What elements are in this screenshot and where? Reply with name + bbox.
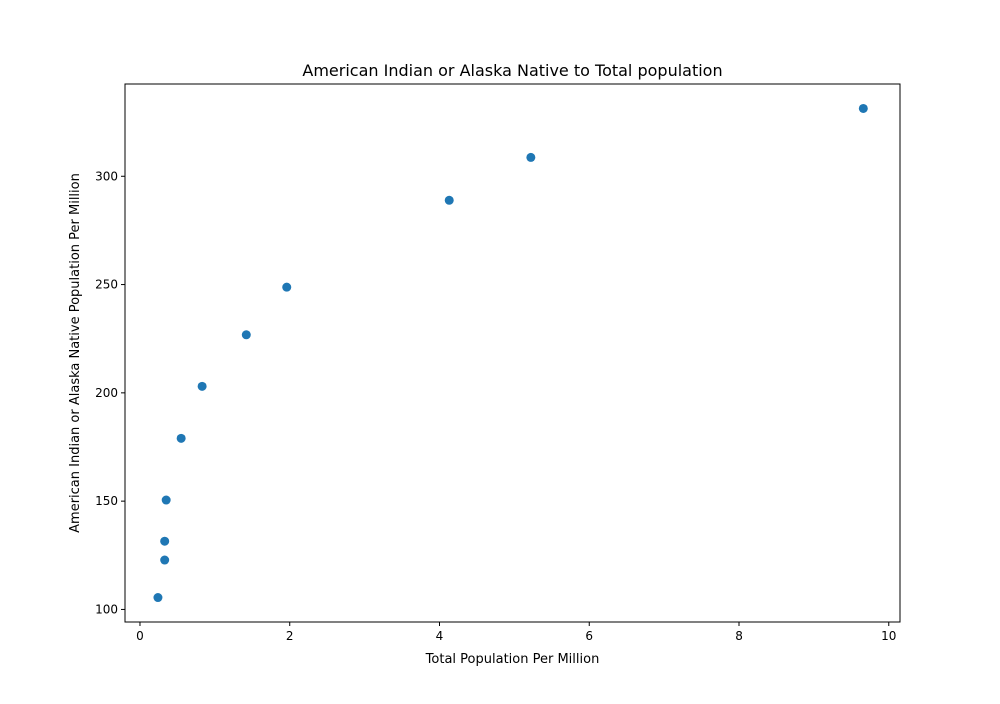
- x-tick-label: 8: [735, 629, 743, 643]
- y-tick-label: 300: [95, 169, 118, 183]
- y-tick-label: 200: [95, 386, 118, 400]
- scatter-point: [241, 330, 251, 340]
- x-tick-label: 2: [286, 629, 294, 643]
- scatter-point: [282, 282, 292, 292]
- y-tick-label: 100: [95, 602, 118, 616]
- scatter-point: [858, 103, 868, 113]
- y-tick-label: 250: [95, 278, 118, 292]
- scatter-point: [160, 555, 170, 565]
- x-tick-label: 6: [585, 629, 593, 643]
- x-axis-ticks: 0 2 4 6 8 10: [136, 622, 896, 643]
- scatter-point: [444, 195, 454, 205]
- x-tick-label: 0: [136, 629, 144, 643]
- y-axis-ticks: 100 150 200 250 300: [95, 169, 125, 616]
- data-points: [153, 103, 868, 603]
- scatter-point: [176, 433, 186, 443]
- y-axis-label: American Indian or Alaska Native Populat…: [68, 173, 83, 533]
- chart-title: American Indian or Alaska Native to Tota…: [302, 61, 722, 80]
- plot-frame: [124, 83, 901, 623]
- scatter-point: [161, 495, 171, 505]
- scatter-point: [153, 593, 163, 603]
- scatter-point: [160, 536, 170, 546]
- x-tick-label: 4: [436, 629, 444, 643]
- scatter-point: [526, 152, 536, 162]
- y-tick-label: 150: [95, 494, 118, 508]
- scatter-point: [197, 381, 207, 391]
- x-axis-label: Total Population Per Million: [425, 652, 600, 667]
- x-tick-label: 10: [881, 629, 896, 643]
